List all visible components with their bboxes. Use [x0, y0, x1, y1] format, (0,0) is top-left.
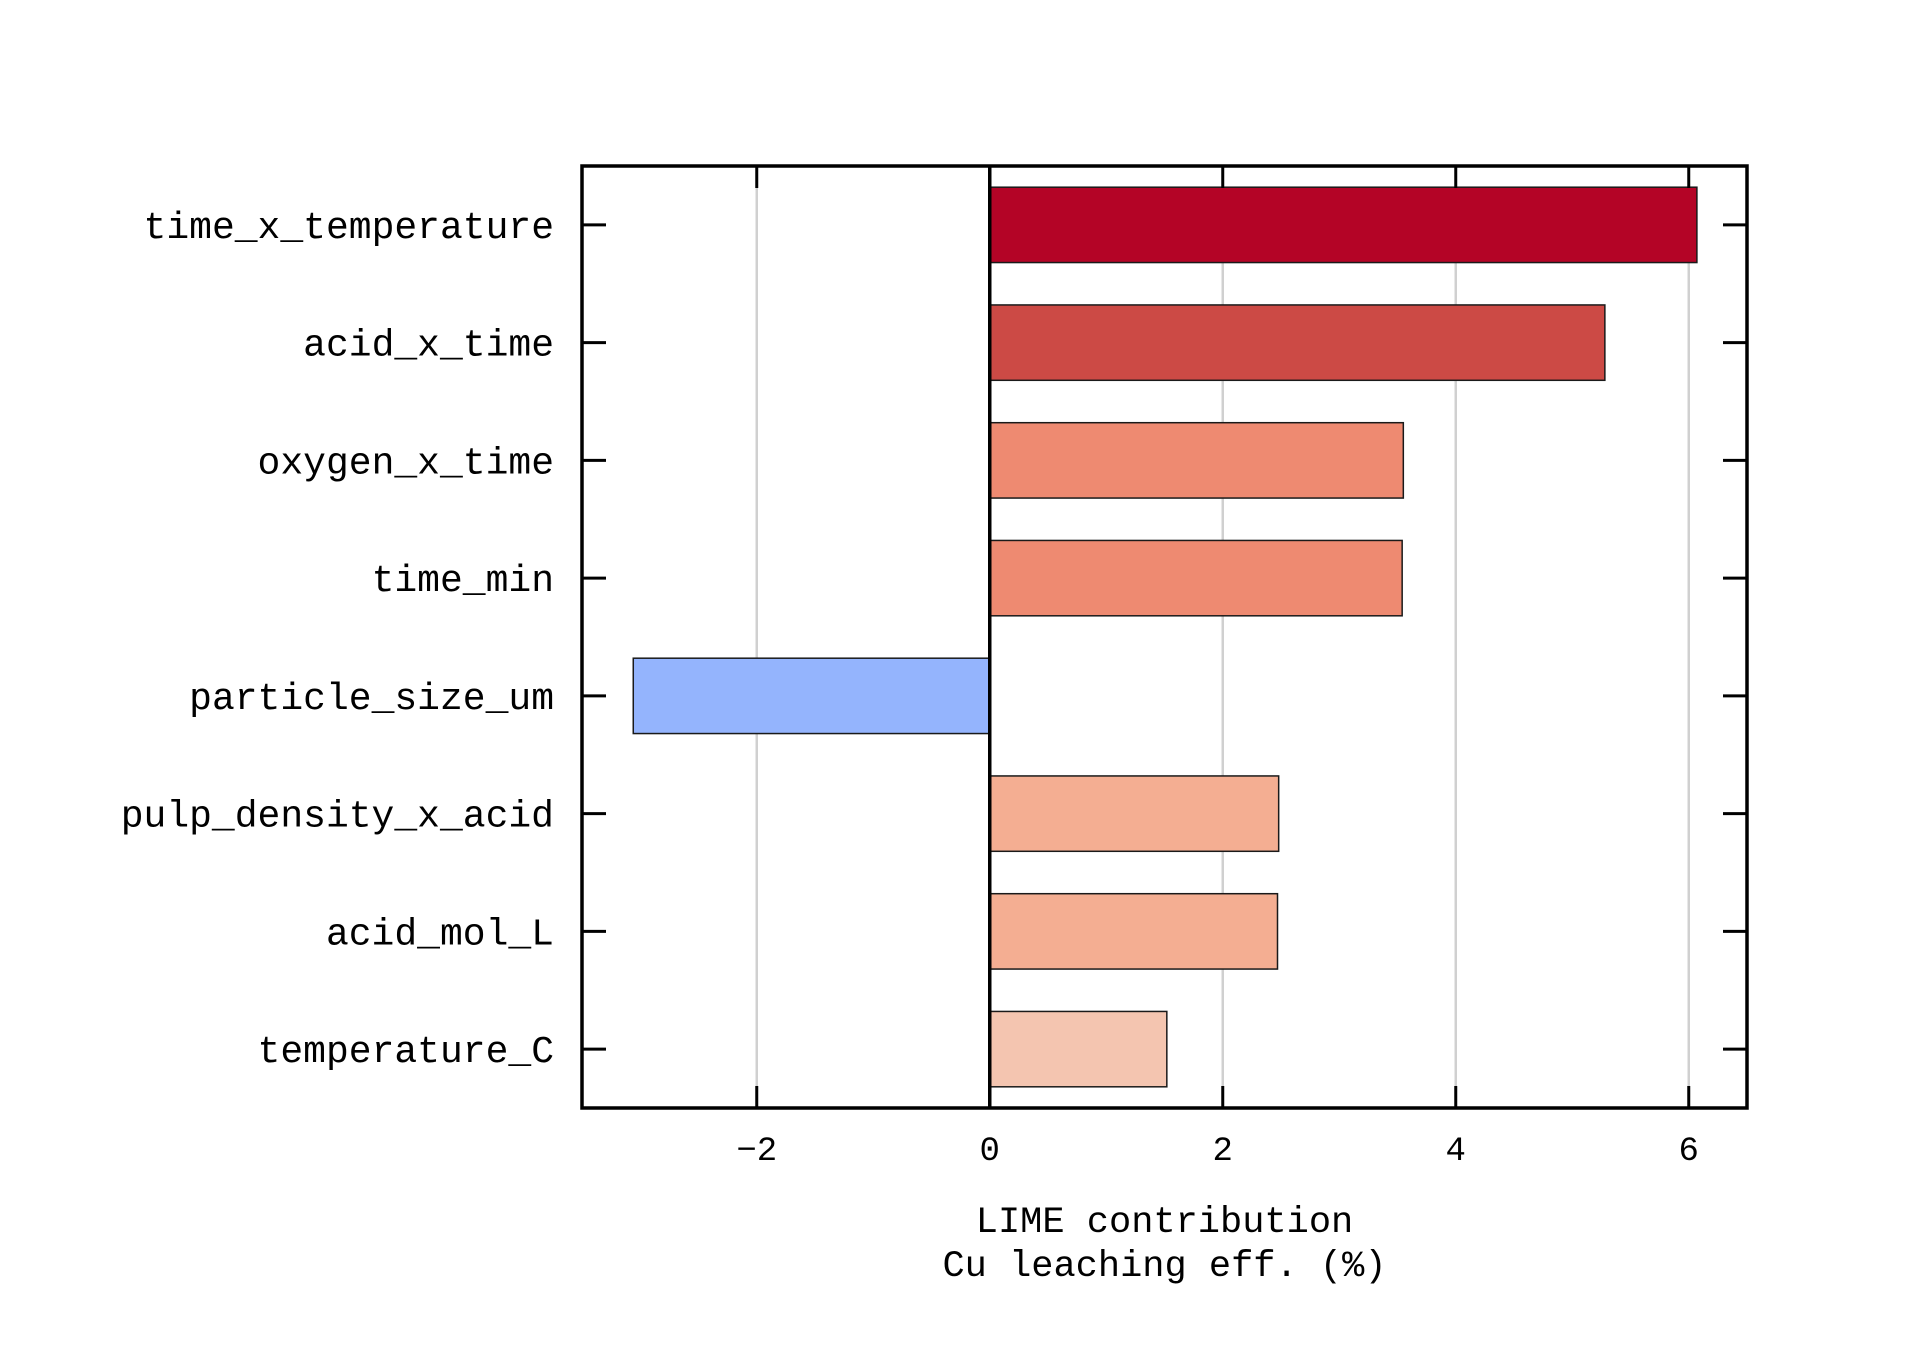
bar: [989, 186, 1698, 264]
x-tick-label: −2: [736, 1133, 777, 1171]
x-tick-label: 2: [1213, 1133, 1233, 1171]
y-tick-label: acid_mol_L: [326, 913, 554, 956]
plot-frame: [580, 164, 1749, 1110]
y-tick-label: time_x_temperature: [144, 207, 554, 250]
bar: [989, 304, 1606, 382]
y-tick-label: time_min: [372, 560, 554, 603]
y-tick-label: pulp_density_x_acid: [121, 796, 554, 839]
bar: [989, 539, 1403, 617]
x-tick-labels: −2 0 2 4 6: [736, 1133, 1699, 1171]
x-tick-label: 4: [1446, 1133, 1466, 1171]
y-tick-label: temperature_C: [258, 1031, 554, 1074]
x-tick-label: 0: [980, 1133, 1000, 1171]
x-axis-label-line-1: LIME contribution: [976, 1202, 1353, 1244]
y-tick-label: oxygen_x_time: [258, 442, 554, 485]
axis-ticks: [582, 166, 1747, 1108]
bar: [632, 657, 991, 735]
bar: [989, 892, 1279, 970]
bar: [989, 1010, 1168, 1088]
bars: [632, 186, 1698, 1088]
y-tick-label: acid_x_time: [303, 325, 554, 368]
y-tick-labels: time_x_temperature acid_x_time oxygen_x_ti…: [121, 207, 554, 1074]
bar: [989, 775, 1280, 853]
bar: [989, 421, 1405, 499]
x-axis-label-line-2: Cu leaching eff. (%): [942, 1246, 1386, 1288]
y-tick-label: particle_size_um: [189, 678, 554, 721]
x-tick-label: 6: [1679, 1133, 1699, 1171]
